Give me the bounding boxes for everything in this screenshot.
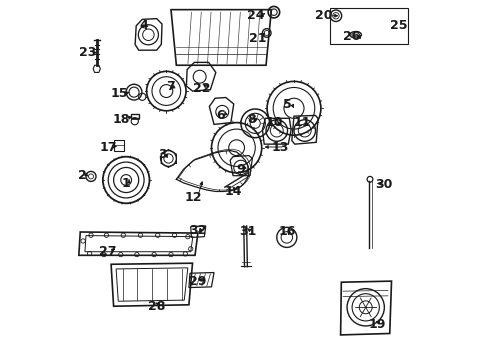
Text: 3: 3 [158,148,167,161]
Text: 16: 16 [278,225,295,238]
Text: 11: 11 [292,116,310,129]
Text: 17: 17 [99,141,117,154]
Text: 25: 25 [389,19,407,32]
Text: 7: 7 [166,80,175,93]
Text: 12: 12 [184,192,202,204]
Text: 14: 14 [224,185,241,198]
Text: 32: 32 [189,224,206,237]
Text: 5: 5 [283,98,291,111]
Text: 23: 23 [79,46,96,59]
Text: 13: 13 [271,141,288,154]
Text: 26: 26 [343,30,360,43]
Text: 20: 20 [314,9,331,22]
Text: 24: 24 [246,9,264,22]
Text: 19: 19 [368,318,385,331]
Text: 21: 21 [249,32,266,45]
Text: 8: 8 [247,113,255,126]
Text: 29: 29 [189,275,206,288]
Text: 27: 27 [99,245,116,258]
Text: 22: 22 [192,82,210,95]
Text: 18: 18 [112,113,129,126]
Text: 2: 2 [78,169,86,182]
Text: 4: 4 [140,19,148,32]
Text: 9: 9 [236,163,244,176]
Text: 6: 6 [215,109,224,122]
Text: 1: 1 [121,177,129,190]
Text: 30: 30 [375,178,392,191]
Text: 31: 31 [239,225,256,238]
Text: 10: 10 [264,116,282,129]
Text: 15: 15 [110,87,127,100]
Text: 28: 28 [148,300,165,313]
